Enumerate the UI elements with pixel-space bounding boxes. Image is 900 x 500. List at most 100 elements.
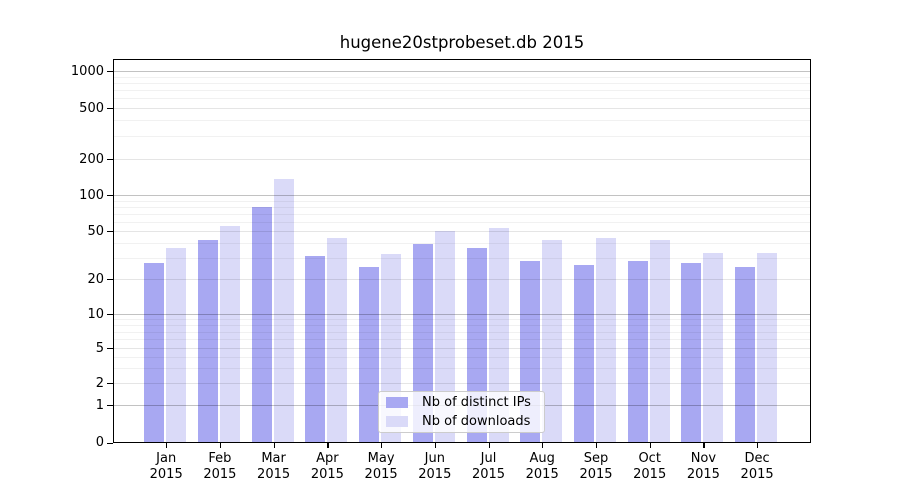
gridline-600: [114, 98, 810, 100]
gridline-4: [114, 356, 810, 358]
y-tick-label-500: 500: [79, 100, 104, 116]
y-tick-label-100: 100: [79, 187, 104, 203]
x-tick-aug: [542, 443, 544, 448]
bar-downloads-dec: [757, 252, 778, 442]
y-tick-0: [107, 442, 113, 444]
x-tick-label-oct: Oct 2015: [633, 451, 667, 482]
x-tick-label-dec: Dec 2015: [740, 451, 774, 482]
y-tick-100: [107, 195, 113, 197]
y-tick-500: [107, 108, 113, 110]
gridline-300: [114, 136, 810, 138]
x-tick-label-may: May 2015: [364, 451, 398, 482]
gridline-8: [114, 324, 810, 326]
x-tick-label-apr: Apr 2015: [310, 451, 344, 482]
gridline-200: [114, 159, 810, 160]
y-tick-label-200: 200: [79, 151, 104, 167]
gridline-700: [114, 90, 810, 91]
legend-item-distinct-ips: Nb of distinct IPs: [386, 394, 544, 411]
x-tick-dec: [757, 443, 759, 448]
x-tick-nov: [703, 443, 705, 448]
y-tick-5: [107, 348, 113, 350]
gridline-30: [114, 257, 810, 259]
y-tick-1000: [107, 71, 113, 73]
legend-item-downloads: Nb of downloads: [386, 413, 544, 430]
legend: Nb of distinct IPs Nb of downloads: [378, 391, 545, 433]
bar-downloads-mar: [273, 178, 294, 442]
legend-swatch-distinct-ips: [386, 397, 408, 408]
x-tick-label-jan: Jan 2015: [149, 451, 183, 482]
x-tick-label-sep: Sep 2015: [579, 451, 613, 482]
bar-downloads-sep: [596, 237, 616, 442]
x-tick-feb: [219, 443, 222, 448]
bar-ips-may: [359, 267, 380, 442]
y-tick-1: [107, 405, 113, 407]
gridline-1000: [114, 71, 810, 72]
x-tick-mar: [273, 443, 275, 448]
chart-title: hugene20stprobeset.db 2015: [339, 33, 585, 52]
gridline-5: [114, 348, 810, 349]
y-tick-20: [107, 279, 113, 281]
gridline-500: [114, 108, 810, 109]
y-tick-50: [107, 231, 113, 233]
legend-label-distinct-ips: Nb of distinct IPs: [422, 394, 531, 410]
x-tick-label-nov: Nov 2015: [686, 451, 720, 482]
gridline-10: [114, 314, 810, 315]
y-tick-label-1: 1: [95, 397, 104, 413]
y-tick-label-0: 0: [95, 435, 104, 450]
bar-downloads-jun: [434, 231, 455, 442]
bar-downloads-feb: [219, 226, 240, 442]
bar-downloads-apr: [327, 237, 348, 442]
bar-ips-feb: [197, 240, 218, 442]
y-tick-10: [107, 314, 113, 316]
x-tick-oct: [649, 443, 651, 448]
gridline-90: [114, 200, 810, 202]
gridline-7: [114, 331, 810, 333]
gridline-800: [114, 82, 810, 84]
bar-downloads-jul: [488, 228, 509, 442]
gridline-2: [114, 383, 810, 384]
gridline-400: [114, 120, 810, 122]
x-tick-label-aug: Aug 2015: [525, 451, 559, 482]
gridline-3: [114, 367, 810, 369]
bar-downloads-aug: [542, 240, 563, 442]
y-tick-label-2: 2: [95, 375, 104, 391]
x-tick-sep: [596, 443, 598, 448]
bar-ips-dec: [735, 267, 756, 442]
x-tick-label-feb: Feb 2015: [203, 451, 237, 482]
y-tick-label-10: 10: [87, 306, 104, 322]
bar-ips-mar: [251, 206, 272, 442]
gridline-80: [114, 206, 810, 208]
x-tick-jan: [166, 443, 168, 448]
bar-downloads-jan: [166, 248, 187, 442]
y-tick-label-1000: 1000: [70, 63, 104, 79]
gridline-100: [114, 195, 810, 196]
bar-downloads-nov: [703, 252, 724, 442]
x-tick-label-jun: Jun 2015: [418, 451, 452, 482]
gridline-9: [114, 319, 810, 321]
y-tick-2: [107, 383, 113, 385]
x-tick-jun: [434, 443, 436, 448]
x-tick-may: [381, 443, 383, 448]
y-tick-label-50: 50: [87, 223, 104, 239]
y-tick-200: [107, 159, 113, 161]
gridline-50: [114, 231, 810, 232]
gridline-40: [114, 242, 810, 244]
legend-swatch-downloads: [386, 416, 408, 427]
bar-ips-sep: [574, 265, 594, 442]
bar-downloads-oct: [649, 240, 670, 442]
x-tick-jul: [488, 443, 490, 448]
bar-ips-jan: [144, 263, 165, 442]
y-tick-label-5: 5: [95, 340, 104, 356]
bar-ips-nov: [681, 263, 702, 442]
gridline-6: [114, 339, 810, 341]
x-tick-label-jul: Jul 2015: [471, 451, 506, 482]
gridline-900: [114, 76, 810, 78]
x-tick-label-mar: Mar 2015: [257, 451, 291, 482]
bar-ips-apr: [305, 256, 326, 442]
gridline-70: [114, 213, 810, 215]
x-tick-apr: [327, 443, 329, 448]
gridline-20: [114, 279, 810, 280]
y-tick-label-20: 20: [87, 271, 104, 287]
legend-label-downloads: Nb of downloads: [422, 413, 531, 429]
